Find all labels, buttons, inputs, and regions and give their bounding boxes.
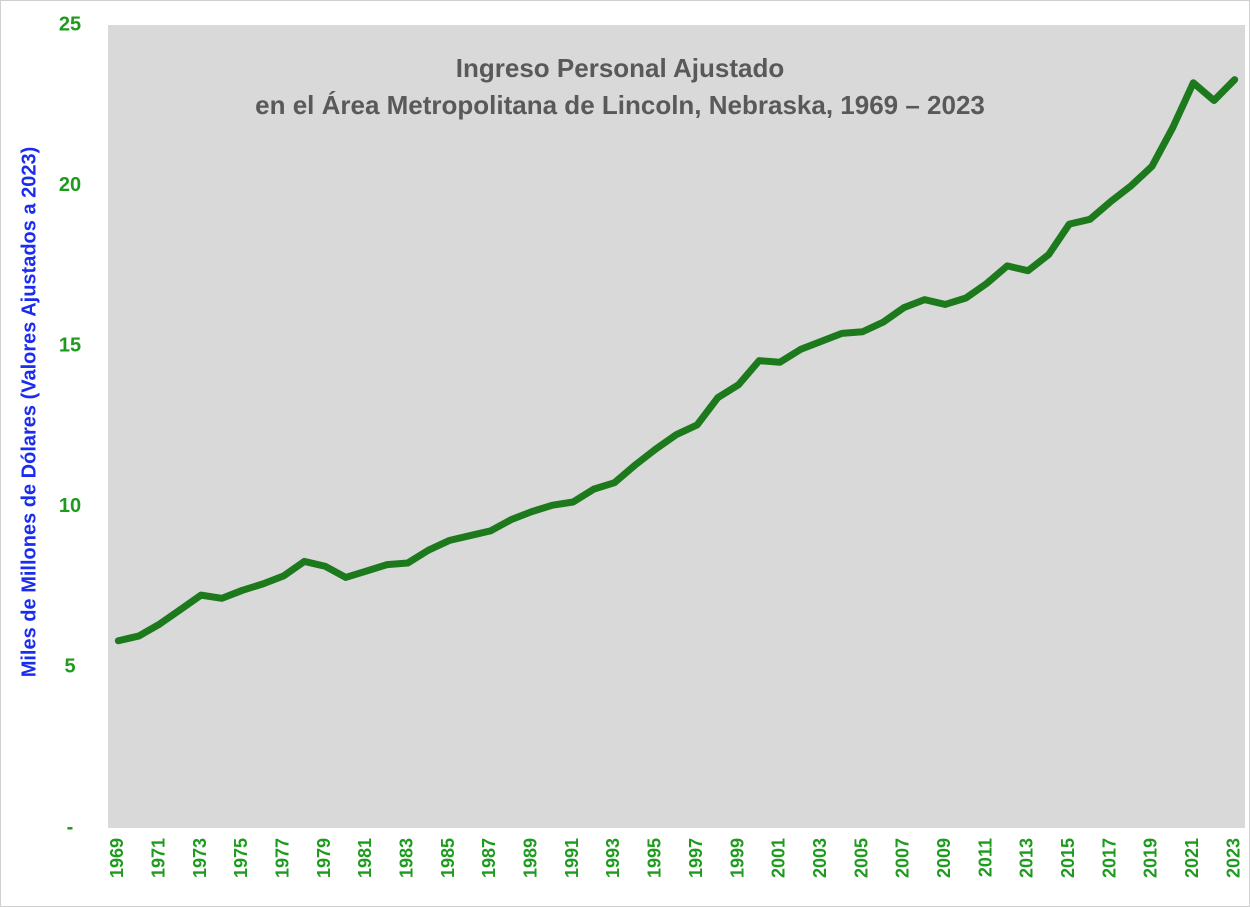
x-tick-label: 1997 — [686, 838, 706, 878]
x-tick-label: 2003 — [810, 838, 830, 878]
x-tick-label: 2019 — [1141, 838, 1161, 878]
x-tick-label: 1983 — [397, 838, 417, 878]
x-tick-label: 2023 — [1223, 838, 1243, 878]
x-tick-label: 1993 — [603, 838, 623, 878]
x-tick-label: 2015 — [1058, 838, 1078, 878]
x-tick-label: 1971 — [148, 838, 168, 878]
x-tick-label: 2007 — [893, 838, 913, 878]
x-tick-label: 1975 — [231, 838, 251, 878]
data-line — [114, 76, 1239, 645]
y-tick-label: 10 — [59, 495, 81, 517]
x-tick-label: 1979 — [314, 838, 334, 878]
y-tick-label: 25 — [59, 13, 81, 35]
x-tick-label: 1981 — [355, 838, 375, 878]
x-tick-label: 1969 — [107, 838, 127, 878]
x-tick-label: 2009 — [934, 838, 954, 878]
y-tick-label: 15 — [59, 334, 81, 356]
x-tick-label: 1991 — [562, 838, 582, 878]
x-tick-label: 2005 — [851, 838, 871, 878]
y-axis-label: Miles de Millones de Dólares (Valores Aj… — [18, 147, 40, 678]
chart-title: en el Área Metropolitana de Lincoln, Neb… — [255, 90, 985, 120]
x-tick-label: 1999 — [727, 838, 747, 878]
x-tick-label: 2017 — [1099, 838, 1119, 878]
x-tick-label: 1973 — [190, 838, 210, 878]
chart-title: Ingreso Personal Ajustado — [456, 53, 784, 83]
y-tick-label: 20 — [59, 174, 81, 196]
y-tick-label: - — [67, 816, 74, 838]
x-tick-label: 1987 — [479, 838, 499, 878]
x-tick-label: 2021 — [1182, 838, 1202, 878]
y-tick-label: 5 — [64, 656, 75, 678]
x-tick-label: 2001 — [769, 838, 789, 878]
plot-area — [108, 25, 1245, 828]
x-tick-label: 1989 — [521, 838, 541, 878]
x-tick-label: 1995 — [645, 838, 665, 878]
x-tick-label: 1977 — [272, 838, 292, 878]
x-tick-label: 1985 — [438, 838, 458, 878]
x-tick-label: 2013 — [1017, 838, 1037, 878]
x-tick-label: 2011 — [975, 838, 995, 877]
